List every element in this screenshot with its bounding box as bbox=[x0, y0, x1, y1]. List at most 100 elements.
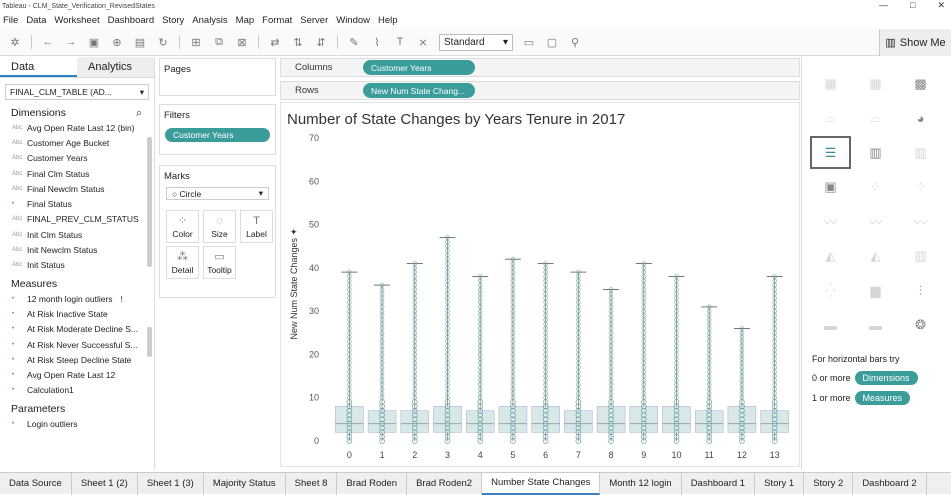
data-point[interactable] bbox=[576, 356, 581, 362]
data-point[interactable] bbox=[477, 334, 483, 340]
data-point[interactable] bbox=[739, 407, 745, 414]
data-point[interactable] bbox=[576, 343, 581, 349]
data-point[interactable] bbox=[739, 343, 745, 349]
data-point[interactable] bbox=[608, 287, 614, 292]
data-point[interactable] bbox=[543, 386, 548, 392]
data-point[interactable] bbox=[477, 403, 484, 410]
data-point[interactable] bbox=[379, 360, 385, 366]
datasource-selector[interactable]: FINAL_CLM_TABLE (AD... ▾ bbox=[5, 84, 149, 100]
data-point[interactable] bbox=[640, 420, 647, 427]
scatter-plot-icon[interactable]: ⁛ bbox=[825, 282, 836, 298]
data-point[interactable] bbox=[608, 438, 614, 444]
data-point[interactable] bbox=[641, 369, 647, 375]
data-point[interactable] bbox=[477, 391, 483, 396]
data-point[interactable] bbox=[477, 429, 484, 436]
data-point[interactable] bbox=[772, 304, 777, 310]
labels-icon[interactable]: T bbox=[396, 36, 404, 48]
data-point[interactable] bbox=[576, 339, 581, 344]
data-point[interactable] bbox=[674, 291, 679, 297]
data-point[interactable] bbox=[543, 391, 548, 396]
data-point[interactable] bbox=[445, 304, 450, 310]
measure-field[interactable]: • 12 month login outliers! bbox=[0, 291, 154, 306]
data-point[interactable] bbox=[739, 334, 745, 340]
data-point[interactable] bbox=[379, 308, 385, 314]
data-point[interactable] bbox=[576, 373, 581, 379]
data-point[interactable] bbox=[445, 382, 450, 388]
data-point[interactable] bbox=[576, 300, 581, 305]
data-point[interactable] bbox=[543, 369, 548, 375]
data-point[interactable] bbox=[510, 369, 516, 375]
data-point[interactable] bbox=[772, 360, 777, 366]
measure-field[interactable]: • At Risk Never Successful S... bbox=[0, 337, 154, 352]
data-point[interactable] bbox=[706, 369, 712, 375]
data-point[interactable] bbox=[379, 438, 385, 444]
measure-field[interactable]: • Calculation1 bbox=[0, 383, 154, 398]
data-point[interactable] bbox=[608, 365, 614, 370]
data-point[interactable] bbox=[445, 378, 450, 383]
data-point[interactable] bbox=[706, 334, 712, 340]
dimensions-scrollbar[interactable] bbox=[147, 137, 152, 267]
data-point[interactable] bbox=[673, 429, 680, 436]
data-point[interactable] bbox=[608, 391, 614, 396]
data-point[interactable] bbox=[379, 356, 385, 362]
data-point[interactable] bbox=[444, 429, 451, 436]
data-point[interactable] bbox=[706, 360, 712, 366]
data-point[interactable] bbox=[477, 386, 483, 392]
sheet-tab[interactable]: Sheet 1 (2) bbox=[72, 472, 138, 495]
data-point[interactable] bbox=[706, 425, 713, 431]
presentation-mode-icon[interactable]: ▢ bbox=[546, 36, 558, 49]
data-point[interactable] bbox=[772, 391, 777, 396]
data-point[interactable] bbox=[772, 274, 777, 279]
data-point[interactable] bbox=[412, 321, 418, 327]
data-point[interactable] bbox=[739, 425, 745, 431]
data-point[interactable] bbox=[510, 386, 516, 392]
continuous-lines-icon[interactable]: 〰 bbox=[823, 215, 837, 230]
data-point[interactable] bbox=[706, 420, 713, 427]
data-point[interactable] bbox=[347, 334, 352, 340]
data-point[interactable] bbox=[641, 352, 647, 357]
data-point[interactable] bbox=[608, 382, 614, 388]
data-point[interactable] bbox=[477, 343, 483, 349]
search-icon[interactable]: ⌕ bbox=[136, 106, 142, 119]
data-point[interactable] bbox=[510, 269, 516, 275]
data-point[interactable] bbox=[771, 420, 778, 427]
data-point[interactable] bbox=[640, 425, 647, 431]
swap-icon[interactable]: ⇄ bbox=[270, 36, 280, 49]
data-point[interactable] bbox=[674, 382, 679, 388]
data-point[interactable] bbox=[510, 438, 516, 444]
data-point[interactable] bbox=[379, 352, 385, 357]
columns-pill[interactable]: Customer Years bbox=[363, 60, 475, 75]
data-point[interactable] bbox=[543, 395, 548, 401]
data-point[interactable] bbox=[445, 330, 450, 336]
data-point[interactable] bbox=[477, 300, 483, 305]
dimension-field[interactable]: Abc Init Clm Status bbox=[0, 227, 154, 242]
data-point[interactable] bbox=[346, 407, 353, 414]
data-point[interactable] bbox=[674, 365, 679, 370]
data-point[interactable] bbox=[510, 308, 516, 314]
data-point[interactable] bbox=[347, 321, 352, 327]
data-point[interactable] bbox=[706, 429, 713, 436]
data-point[interactable] bbox=[543, 352, 548, 357]
data-point[interactable] bbox=[543, 356, 548, 362]
data-point[interactable] bbox=[347, 347, 352, 353]
data-point[interactable] bbox=[771, 416, 778, 423]
data-point[interactable] bbox=[772, 352, 777, 357]
data-point[interactable] bbox=[739, 369, 745, 375]
data-point[interactable] bbox=[444, 403, 451, 410]
data-point[interactable] bbox=[739, 352, 745, 357]
data-point[interactable] bbox=[444, 433, 451, 440]
data-point[interactable] bbox=[445, 334, 450, 340]
data-point[interactable] bbox=[641, 373, 647, 379]
color-button[interactable]: ⁘ Color bbox=[166, 210, 199, 243]
data-point[interactable] bbox=[641, 382, 647, 388]
dimension-field[interactable]: Abc Avg Open Rate Last 12 (bin) bbox=[0, 120, 154, 135]
text-table-icon[interactable]: ▦ bbox=[824, 75, 837, 91]
rows-shelf[interactable]: Rows New Num State Chang... bbox=[280, 81, 800, 100]
sort-ascending-icon[interactable]: ⇅ bbox=[293, 36, 303, 49]
data-point[interactable] bbox=[706, 317, 712, 323]
data-point[interactable] bbox=[510, 326, 516, 331]
data-point[interactable] bbox=[510, 282, 516, 288]
data-point[interactable] bbox=[576, 304, 581, 310]
data-point[interactable] bbox=[576, 382, 581, 388]
measure-field[interactable]: • Avg Open Rate Last 12 bbox=[0, 367, 154, 382]
